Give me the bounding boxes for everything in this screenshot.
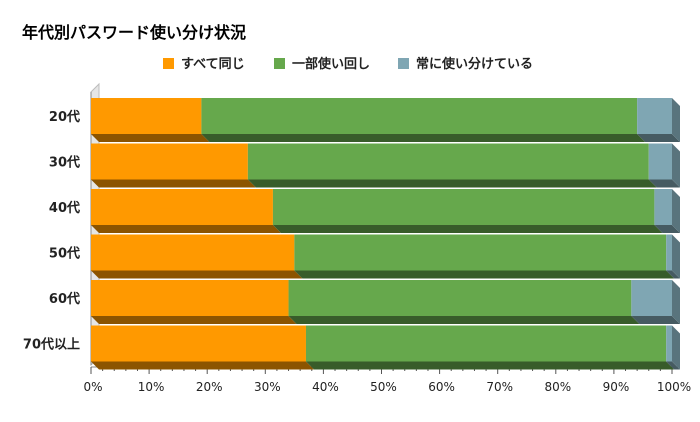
x-tick-label: 90% [603,380,630,394]
legend-swatch [163,58,174,69]
bar-segment [272,189,655,225]
bar-segment-bottom [272,225,663,233]
legend-label: 一部使い回し [292,56,370,72]
category-label: 50代 [49,246,80,262]
x-tick-label: 70% [486,380,513,394]
bar-segment-bottom [631,316,680,324]
x-tick-label: 30% [254,380,281,394]
x-tick-label: 100% [657,380,691,394]
bar-segment [631,280,672,316]
x-tick-label: 80% [544,380,571,394]
legend-label: すべて同じ [181,57,245,72]
legend-label: 常に使い分けている [416,56,533,72]
x-tick-label: 10% [138,380,165,394]
x-tick-label: 60% [428,380,455,394]
plot-area: 0% 10% 20% 30% 40% 50% 60% 70% 80% 90% 100% 20代 30代 4… [23,82,691,394]
bar-segment-bottom [91,179,256,188]
bar-segment [91,143,248,180]
x-tick-label: 40% [312,380,339,394]
bar-segment [288,280,632,316]
bar-end-face [672,280,680,324]
bar-segment [91,189,273,225]
x-tick-label: 50% [370,380,397,394]
bar-segment-bottom [91,361,314,370]
bar-segment [637,98,672,134]
bar-segment [91,98,202,134]
bar-segment-bottom [648,179,680,188]
bar-segment [666,325,672,362]
bar-segment [91,325,306,362]
bar-end-face [672,325,680,370]
category-label: 30代 [49,155,80,171]
x-tick-label: 0% [83,380,102,394]
bar-segment [654,189,672,225]
bar-segment [666,234,672,271]
category-label: 40代 [49,200,80,216]
bar-segment-bottom [91,134,210,142]
bar-segment [201,98,638,134]
bar-segment-bottom [666,270,680,279]
bar-segment [294,234,667,271]
bar-end-face [672,234,680,279]
legend-swatch [398,58,409,69]
bar-segment-bottom [247,179,657,188]
bar-segment-bottom [201,134,646,142]
bar-segment [305,325,667,362]
x-tick-label: 20% [196,380,223,394]
bar-segment-bottom [666,361,680,370]
category-label: 70代以上 [23,337,80,353]
category-label: 20代 [49,109,80,125]
bar-segment-bottom [288,316,640,324]
bar-segment-bottom [305,361,675,370]
bar-segment [91,280,289,316]
bar-segment [91,234,295,271]
bar-end-face [672,98,680,142]
legend-swatch [274,58,285,69]
bar-segment-bottom [637,134,680,142]
bar-segment-bottom [294,270,675,279]
bar-segment [648,143,672,180]
legend: すべて同じ 一部使い回し 常に使い分けている [163,56,533,72]
bar-segment-bottom [654,225,680,233]
category-label: 60代 [49,291,80,307]
bar-segment-bottom [91,316,297,324]
bar-end-face [672,143,680,188]
bar-segment-bottom [91,225,281,233]
bar-segment-bottom [91,270,303,279]
bar-segment [247,143,649,180]
bar-end-face [672,189,680,233]
chart-title: 年代別パスワード使い分け状況 [22,23,246,42]
